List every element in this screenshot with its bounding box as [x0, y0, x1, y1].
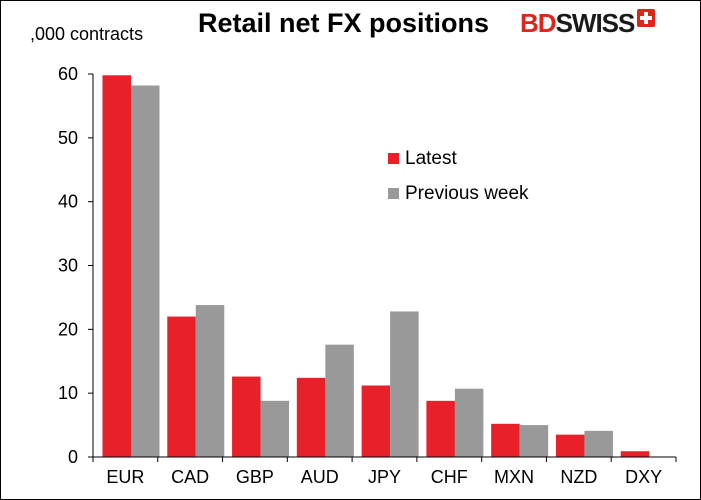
y-tick-label: 60: [58, 64, 78, 84]
y-tick-label: 20: [58, 319, 78, 339]
x-tick-label-cad: CAD: [171, 467, 209, 487]
bar-cad-latest: [167, 316, 196, 457]
legend-swatch-latest: [388, 153, 399, 164]
legend: Latest Previous week: [388, 148, 529, 204]
legend-label-previous-week: Previous week: [405, 183, 529, 204]
logo-bd-text: BD: [520, 7, 557, 38]
bar-gbp-previous-week: [260, 400, 290, 457]
y-tick-label: 50: [58, 128, 78, 148]
bars-group: [102, 75, 650, 458]
legend-label-latest: Latest: [405, 148, 457, 169]
swiss-cross-icon: [637, 9, 656, 27]
bar-jpy-previous-week: [390, 311, 419, 457]
x-tick-label-dxy: DXY: [625, 467, 662, 487]
bar-aud-latest: [296, 377, 326, 457]
bar-chf-latest: [426, 400, 455, 457]
bar-chf-previous-week: [454, 388, 484, 457]
legend-swatch-previous-week: [388, 188, 399, 199]
x-tick-label-eur: EUR: [106, 467, 144, 487]
bar-nzd-latest: [555, 434, 585, 457]
y-axis-unit-label: ,000 contracts: [30, 24, 144, 44]
y-tick-label: 30: [58, 256, 78, 276]
bdswiss-logo: BD SWISS: [520, 7, 656, 38]
bar-jpy-latest: [361, 385, 391, 457]
x-tick-label-mxn: MXN: [494, 467, 534, 487]
bar-aud-previous-week: [325, 344, 354, 457]
bar-eur-previous-week: [131, 85, 160, 458]
x-tick-label-nzd: NZD: [560, 467, 597, 487]
bar-mxn-previous-week: [519, 425, 549, 457]
bar-dxy-latest: [620, 451, 650, 457]
axes-group: 0 10 20 30 40 50 60 EUR CAD GBP AUD JPY CHF MXN NZD DXY: [58, 64, 677, 487]
bar-mxn-latest: [491, 423, 520, 457]
bar-eur-latest: [102, 75, 131, 457]
y-tick-label: 0: [68, 447, 78, 467]
bar-gbp-latest: [232, 376, 261, 457]
x-tick-label-aud: AUD: [301, 467, 339, 487]
y-tick-label: 40: [58, 192, 78, 212]
logo-swiss-text: SWISS: [555, 7, 636, 38]
bar-nzd-previous-week: [584, 430, 613, 457]
x-tick-label-jpy: JPY: [368, 467, 401, 487]
x-tick-label-chf: CHF: [431, 467, 468, 487]
chart-title: Retail net FX positions: [198, 8, 490, 38]
y-tick-label: 10: [58, 383, 78, 403]
bar-cad-previous-week: [195, 305, 225, 457]
x-tick-label-gbp: GBP: [236, 467, 274, 487]
